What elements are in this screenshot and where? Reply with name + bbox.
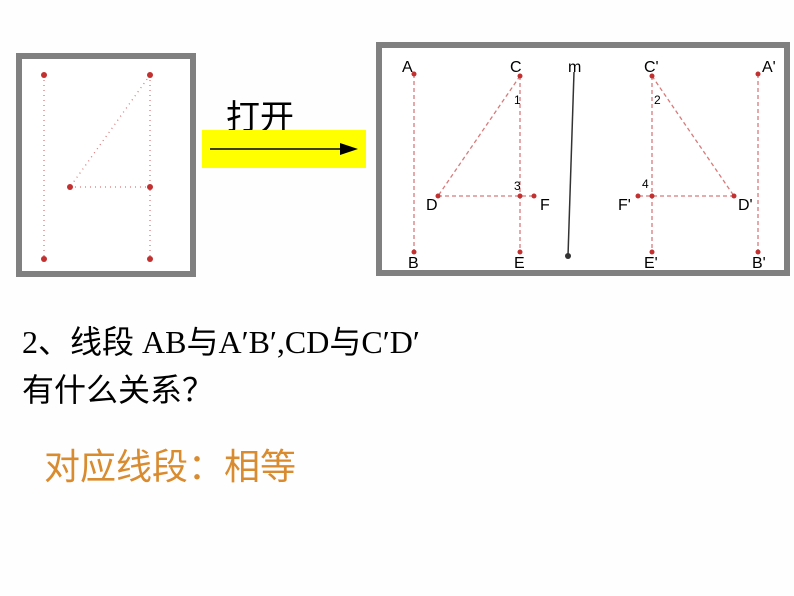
right-diagram: m A C D F B E A' C' D' F' B' E' 1 3 2 4 (382, 48, 784, 270)
left-diagram-panel (16, 53, 196, 277)
svg-text:E: E (514, 255, 525, 270)
svg-text:E': E' (644, 255, 658, 270)
svg-text:F': F' (618, 197, 631, 214)
svg-text:D: D (426, 197, 438, 214)
svg-text:1: 1 (514, 93, 521, 107)
q-prime1: ′ (242, 324, 249, 360)
q-prime4: ′ (413, 324, 420, 360)
arrow-box (202, 130, 366, 168)
svg-text:D': D' (738, 197, 753, 214)
svg-text:A: A (402, 59, 413, 76)
q-seg3: ,CD与C (277, 324, 383, 360)
q-seg4: D (390, 324, 413, 360)
svg-text:2: 2 (654, 93, 661, 107)
svg-text:3: 3 (514, 179, 521, 193)
right-diagram-panel: m A C D F B E A' C' D' F' B' E' 1 3 2 4 (376, 42, 790, 276)
svg-text:B': B' (752, 255, 766, 270)
answer-text: 对应线段：相等 (44, 438, 296, 490)
svg-text:m: m (568, 59, 581, 76)
svg-text:C: C (510, 59, 522, 76)
svg-text:F: F (540, 197, 550, 214)
svg-text:B: B (408, 255, 419, 270)
q-prime3: ′ (383, 324, 390, 360)
q-line2: 有什么关系？ (22, 372, 214, 408)
svg-text:C': C' (644, 59, 659, 76)
arrow-icon (202, 130, 366, 168)
left-diagram (22, 59, 190, 271)
q-seg2: B (249, 324, 270, 360)
q-line1: 2、线段 AB与A′B′,CD与C′D′ (22, 324, 420, 360)
question-text: 2、线段 AB与A′B′,CD与C′D′ 有什么关系？ (22, 318, 420, 414)
svg-text:A': A' (762, 59, 776, 76)
svg-text:4: 4 (642, 177, 649, 191)
q-seg1: 2、线段 AB与A (22, 324, 242, 360)
q-prime2: ′ (270, 324, 277, 360)
